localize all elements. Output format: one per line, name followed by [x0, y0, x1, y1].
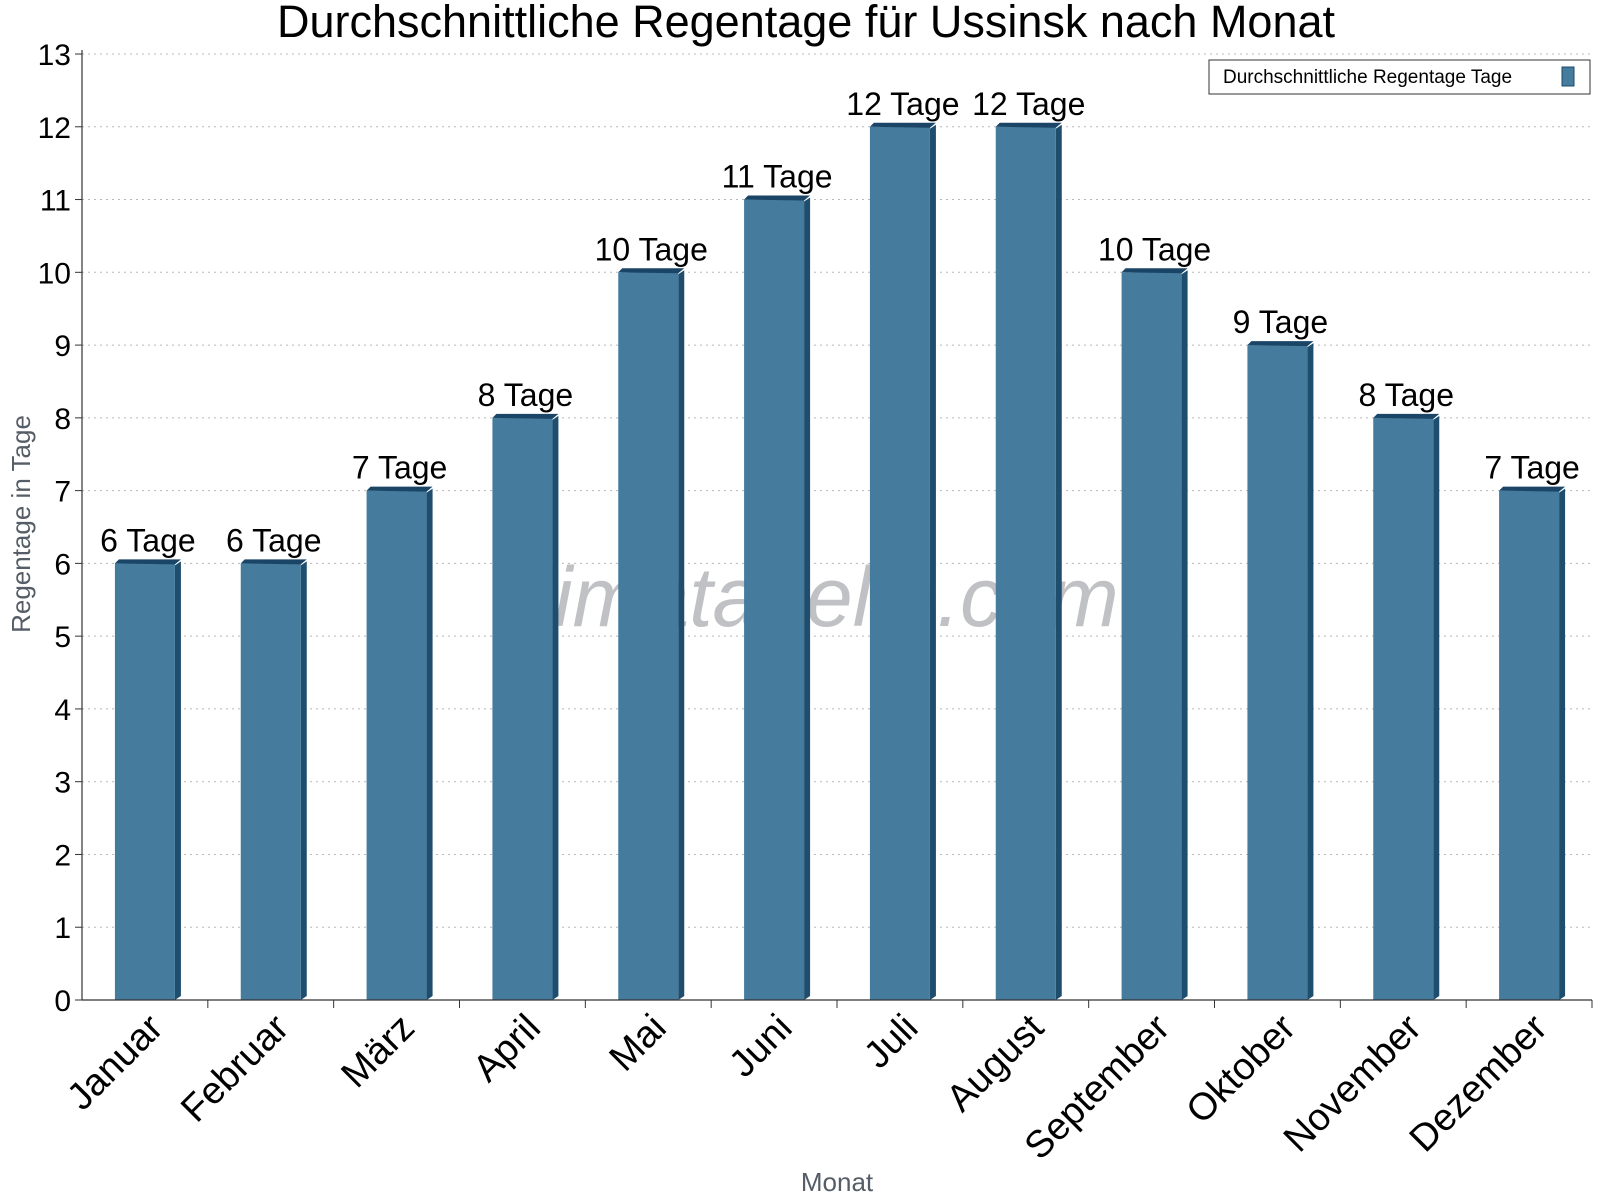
bar-märz: [366, 486, 433, 1000]
y-tick-label: 13: [38, 39, 71, 72]
x-tick-labels: Januar Februar März April Mai Juni Juli AugustS…: [59, 1000, 1593, 1168]
bar-september: [1121, 268, 1188, 1000]
y-tick-label: 9: [54, 330, 71, 363]
bar-top: [744, 195, 811, 201]
bar-front: [744, 199, 805, 1001]
data-labels: 6 Tage 6 Tage 7 Tage 8 Tage 10 Tage 11 Tage 12…: [100, 86, 1580, 559]
x-tick-label: Januar: [59, 1006, 171, 1118]
bar-top: [240, 559, 307, 565]
bar-front: [114, 563, 175, 1000]
bar-front: [618, 272, 679, 1000]
x-tick-label: Mai: [602, 1007, 675, 1080]
bar-front: [1499, 490, 1560, 1000]
chart-title: Durchschnittliche Regentage für Ussinsk …: [277, 0, 1336, 47]
bar-front: [240, 563, 301, 1000]
bar-juni: [744, 195, 811, 1001]
x-axis-label: Monat: [801, 1167, 874, 1197]
bar-top: [618, 268, 685, 274]
bar-top: [1121, 268, 1188, 274]
bar-side: [300, 561, 307, 1000]
bar-august: [995, 122, 1062, 1001]
data-label: 7 Tage: [352, 450, 448, 486]
x-tick-label: November: [1276, 1006, 1430, 1160]
data-label: 10 Tage: [595, 231, 708, 267]
data-label: 11 Tage: [722, 159, 833, 195]
bar-top: [869, 122, 936, 128]
bar-top: [1247, 341, 1314, 347]
bar-top: [1373, 413, 1440, 419]
bar-side: [174, 561, 181, 1000]
x-tick-label: August: [939, 1006, 1053, 1120]
bar-front: [366, 490, 427, 1000]
bar-top: [114, 559, 181, 565]
data-label: 7 Tage: [1484, 450, 1580, 486]
bar-top: [1499, 486, 1566, 492]
data-label: 10 Tage: [1098, 231, 1211, 267]
bar-top: [492, 413, 559, 419]
y-tick-label: 11: [40, 185, 71, 218]
bar-front: [1373, 417, 1434, 1000]
legend: Durchschnittliche Regentage Tage: [1208, 59, 1591, 95]
x-tick-label: April: [465, 1007, 548, 1090]
x-tick-label: Oktober: [1179, 1006, 1305, 1132]
x-tick-label: Dezember: [1402, 1006, 1556, 1160]
y-tick-label: 4: [54, 694, 71, 727]
bar-side: [1433, 415, 1440, 1000]
bar-side: [1055, 124, 1062, 1001]
data-label: 12 Tage: [972, 86, 1085, 122]
y-tick-label: 0: [54, 985, 71, 1018]
bar-side: [552, 415, 559, 1000]
data-label: 12 Tage: [846, 86, 959, 122]
bar-side: [1307, 343, 1314, 1001]
bar-top: [366, 486, 433, 492]
legend-swatch: [1561, 66, 1575, 87]
y-tick-label: 12: [38, 112, 71, 145]
grid-lines: [82, 53, 1592, 928]
bar-front: [1121, 272, 1182, 1000]
bar-front: [1247, 345, 1308, 1001]
bars: [114, 122, 1566, 1001]
bar-side: [804, 197, 811, 1001]
y-tick-label: 2: [54, 839, 71, 872]
legend-box: [1208, 59, 1591, 95]
x-tick-label: Juli: [856, 1007, 926, 1077]
x-tick-label: März: [334, 1007, 423, 1096]
bar-side: [929, 124, 936, 1001]
y-axis-label: Regentage in Tage: [6, 415, 36, 633]
bar-februar: [240, 559, 307, 1000]
data-label: 9 Tage: [1233, 304, 1329, 340]
bar-front: [995, 126, 1056, 1001]
bar-front: [869, 126, 930, 1001]
x-tick-label: Februar: [173, 1006, 297, 1130]
bar-top: [995, 122, 1062, 128]
y-tick-label: 6: [54, 548, 71, 581]
bar-side: [678, 270, 685, 1000]
data-label: 8 Tage: [1359, 377, 1455, 413]
data-label: 8 Tage: [478, 377, 574, 413]
y-tick-label: 5: [54, 621, 71, 654]
bar-mai: [618, 268, 685, 1000]
y-tick-label: 3: [54, 767, 71, 800]
data-label: 6 Tage: [226, 522, 322, 558]
x-tick-label: Juni: [721, 1007, 800, 1086]
bar-front: [492, 417, 553, 1000]
bar-januar: [114, 559, 181, 1000]
bar-dezember: [1499, 486, 1566, 1000]
legend-label: Durchschnittliche Regentage Tage: [1223, 67, 1512, 88]
bar-side: [1559, 488, 1566, 1000]
data-label: 6 Tage: [100, 522, 196, 558]
bar-juli: [869, 122, 936, 1001]
bar-november: [1373, 413, 1440, 1000]
bar-oktober: [1247, 341, 1314, 1001]
y-tick-label: 7: [54, 476, 71, 509]
y-tick-label: 1: [54, 912, 71, 945]
bar-april: [492, 413, 559, 1000]
y-tick-label: 8: [54, 403, 71, 436]
y-tick-label: 10: [38, 257, 71, 290]
bar-side: [1181, 270, 1188, 1000]
bar-side: [426, 488, 433, 1000]
